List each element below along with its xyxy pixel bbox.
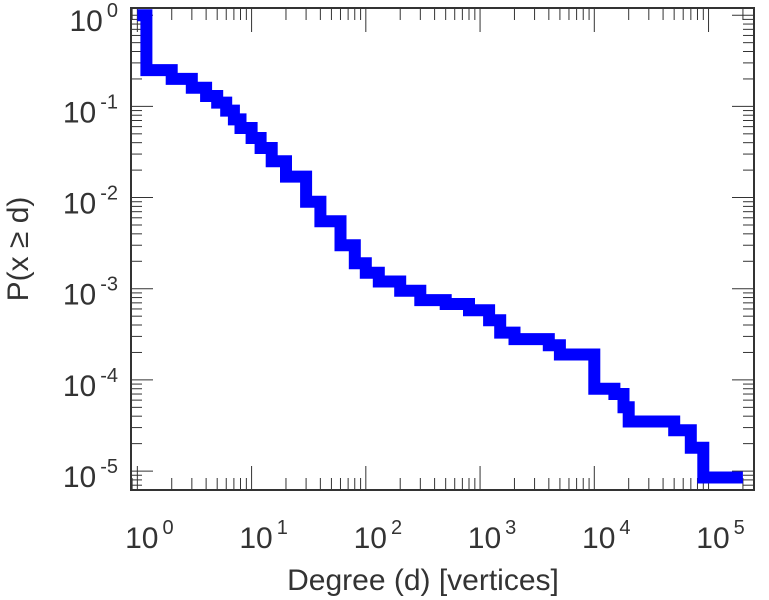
x-tick-label: 10 3 bbox=[468, 517, 517, 555]
x-tick-label: 10 4 bbox=[582, 517, 631, 555]
y-tick-label: 10 0 bbox=[70, 0, 119, 38]
plot-frame bbox=[130, 7, 755, 491]
x-tick-label: 10 5 bbox=[696, 517, 745, 555]
y-tick-label: 10 -1 bbox=[63, 91, 118, 129]
y-tick-label: 10 -4 bbox=[63, 365, 118, 403]
y-axis-label: P(x ≥ d) bbox=[2, 197, 35, 302]
degree-distribution-line bbox=[137, 9, 743, 484]
series-layer bbox=[137, 9, 743, 484]
x-tick-label: 10 1 bbox=[239, 517, 288, 555]
y-tick-label: 10 -2 bbox=[63, 183, 118, 221]
x-tick-label: 10 0 bbox=[125, 517, 174, 555]
x-tick-labels: 10 0 10 1 10 2 10 3 10 4 10 5 bbox=[125, 517, 745, 555]
tick-marks bbox=[131, 8, 754, 490]
x-axis-label: Degree (d) [vertices] bbox=[287, 564, 559, 597]
y-tick-label: 10 -5 bbox=[63, 456, 118, 494]
x-tick-label: 10 2 bbox=[354, 517, 403, 555]
y-tick-label: 10 -3 bbox=[63, 274, 118, 312]
